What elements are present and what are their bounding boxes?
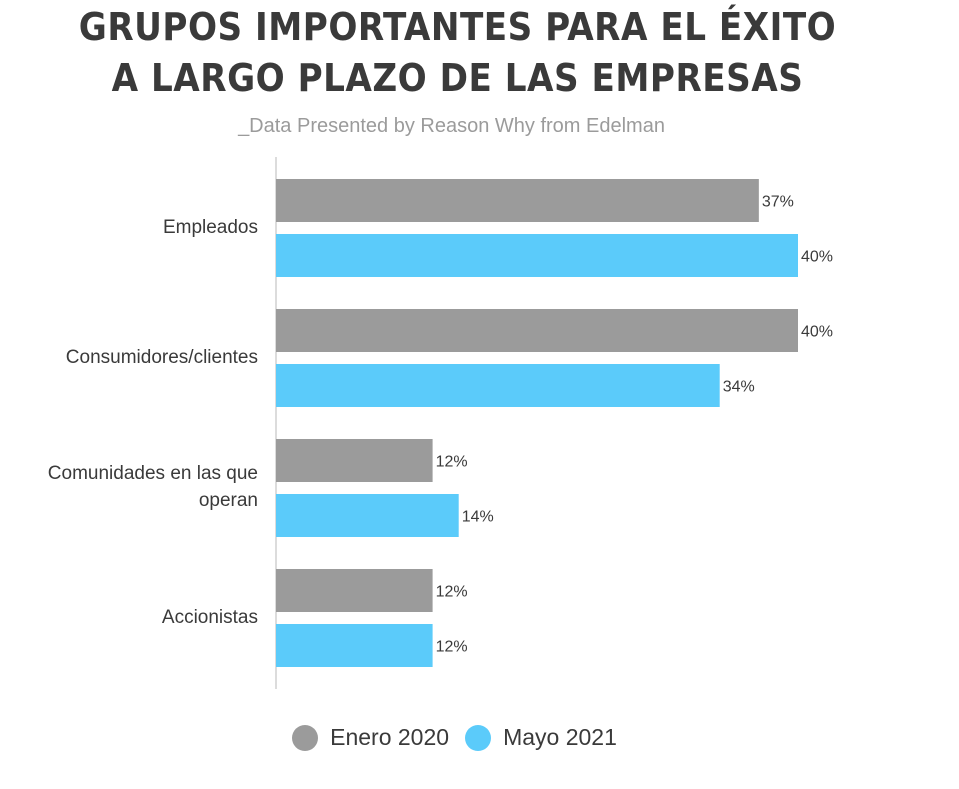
bar-enero-2020-cat-1 [276, 309, 798, 352]
bar-enero-2020-cat-3 [276, 569, 433, 612]
legend-label-mayo-2021: Mayo 2021 [503, 724, 617, 750]
category-label-3-line-0: Accionistas [161, 606, 258, 628]
category-label-2-line-0: Comunidades en las que [47, 463, 258, 484]
value-label-mayo-2021-cat-1: 34% [723, 379, 755, 396]
bar-enero-2020-cat-2 [276, 439, 433, 482]
value-label-mayo-2021-cat-3: 12% [436, 639, 468, 656]
category-label-1: Consumidores/clientes [18, 344, 258, 371]
legend: Enero 2020 Mayo 2021 [0, 724, 909, 751]
value-label-enero-2020-cat-0: 37% [762, 194, 794, 211]
value-label-enero-2020-cat-1: 40% [801, 324, 833, 341]
category-label-3: Accionistas [18, 604, 258, 631]
value-label-enero-2020-cat-3: 12% [436, 584, 468, 601]
bar-mayo-2021-cat-0 [276, 234, 798, 277]
legend-item-enero-2020: Enero 2020 [292, 724, 449, 751]
value-label-mayo-2021-cat-2: 14% [462, 509, 494, 526]
category-label-1-line-0: Consumidores/clientes [65, 346, 258, 368]
value-label-enero-2020-cat-2: 12% [436, 454, 468, 471]
bar-enero-2020-cat-0 [276, 179, 759, 222]
category-label-0: Empleados [18, 214, 258, 241]
category-label-0-line-0: Empleados [162, 216, 258, 238]
category-label-2-line-1: operan [198, 490, 258, 511]
bars-group: 37% 40% 40% 34% 12% 14% 12% 12% [276, 179, 833, 667]
bar-mayo-2021-cat-2 [276, 494, 459, 537]
bar-mayo-2021-cat-1 [276, 364, 720, 407]
category-label-2: Comunidades en las que operan [18, 460, 258, 514]
bar-mayo-2021-cat-3 [276, 624, 433, 667]
legend-swatch-mayo-2021 [465, 724, 492, 751]
chart-title-line-1: GRUPOS IMPORTANTES PARA EL ÉXITO [78, 5, 837, 49]
chart-subtitle: _Data Presented by Reason Why from Edelm… [238, 115, 665, 137]
value-label-mayo-2021-cat-0: 40% [801, 249, 833, 266]
legend-label-enero-2020: Enero 2020 [330, 724, 450, 750]
legend-item-mayo-2021: Mayo 2021 [465, 724, 617, 751]
legend-swatch-enero-2020 [292, 724, 319, 751]
chart-title-line-2: A LARGO PLAZO DE LAS EMPRESAS [111, 56, 804, 100]
